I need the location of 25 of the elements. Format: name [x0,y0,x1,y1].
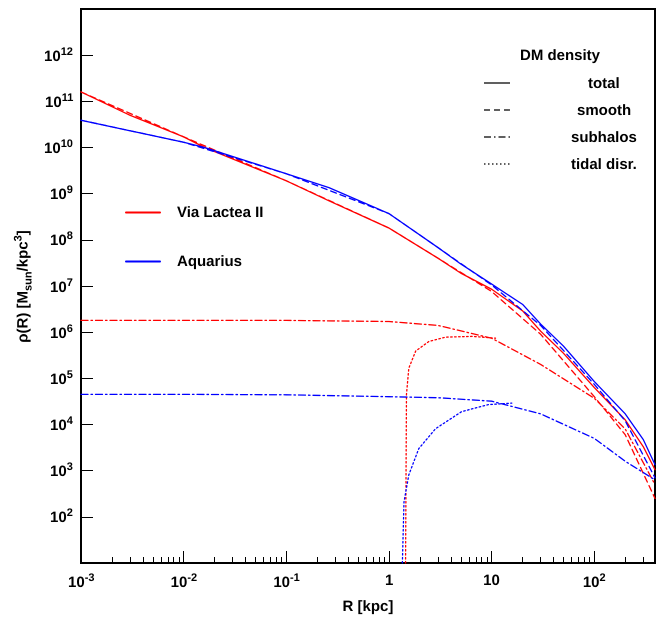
legend-title: DM density [520,46,600,64]
legend-label: Via Lactea II [177,204,264,221]
y-tick-label: 10$^{11}$ [45,92,74,111]
annotation: tidal disr. [571,156,637,172]
y-tick-label: 10$^{12}$ [44,46,73,65]
y-tick-label: 10$^{5}$ [50,368,73,388]
y-tick-label: 10$^{3}$ [50,461,73,480]
legend-label: Aquarius [177,253,242,270]
x-tick-label: 10$^{-3}$ [68,572,94,591]
y-tick-label: 10$^{2}$ [50,507,73,526]
x-tick-label: 10$^{2}$ [582,572,606,591]
annotation: total [588,74,620,92]
y-tick-label: 10$^{4}$ [50,415,73,434]
y-tick-label: 10$^{10}$ [44,138,73,157]
annotation: subhalos [571,128,637,146]
annotation: smooth [577,102,632,118]
x-tick-label: 1 [384,572,394,589]
y-tick-label: 10$^{8}$ [50,230,73,250]
x-axis-title: R [kpc] [342,598,394,615]
x-tick-label: 10$^{-1}$ [273,572,300,591]
y-tick-label: 10$^{6}$ [50,322,73,342]
x-tick-label: 10$^{-2}$ [170,572,198,591]
x-tick-label: 10 [483,572,500,589]
y-tick-label: 10$^{9}$ [50,184,73,204]
y-tick-label: 10$^{7}$ [50,276,73,296]
